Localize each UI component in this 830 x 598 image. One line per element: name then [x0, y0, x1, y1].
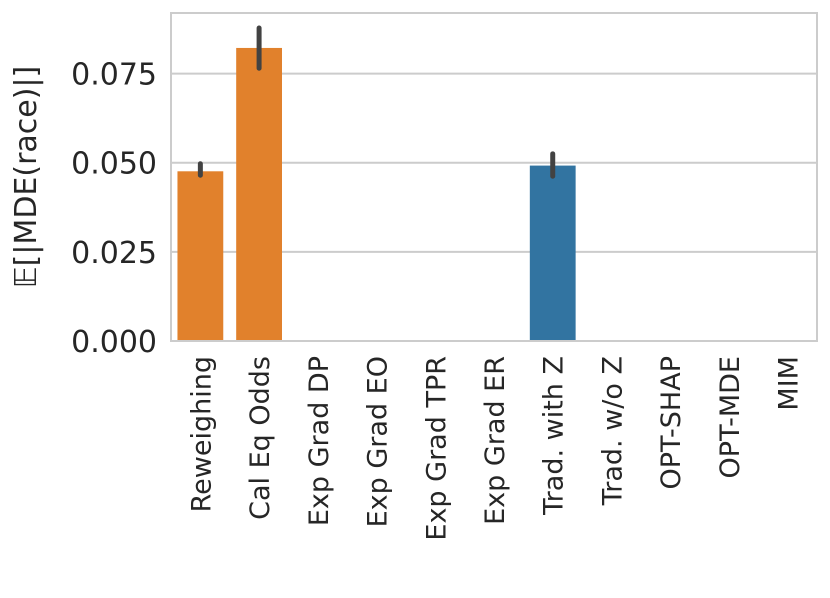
bars [177, 47, 576, 342]
y-tick-label: 0.000 [71, 325, 157, 360]
x-tick-label: Trad. with Z [539, 356, 570, 516]
x-tick-label: Exp Grad ER [480, 356, 511, 525]
y-axis-ticks: 0.000 0.025 0.050 0.075 [71, 58, 157, 360]
bar [529, 165, 576, 341]
x-tick-label: Cal Eq Odds [245, 356, 276, 520]
y-axis-label: 𝔼[|MDE(race)|] [9, 66, 44, 289]
error-bars [197, 25, 790, 342]
bar [177, 171, 224, 341]
y-tick-label: 0.075 [71, 58, 157, 93]
x-tick-label: Reweighing [186, 356, 217, 512]
plot-frame [170, 12, 818, 342]
x-tick-label: Exp Grad DP [304, 356, 335, 526]
y-tick-label: 0.025 [71, 236, 157, 271]
bar [236, 47, 282, 342]
x-tick-label: Exp Grad EO [363, 356, 394, 527]
x-tick-label: Trad. w/o Z [597, 356, 628, 506]
x-tick-label: MIM [774, 356, 805, 411]
x-tick-label: OPT-SHAP [656, 356, 687, 489]
x-tick-label: OPT-MDE [715, 356, 746, 478]
x-axis-ticks: Reweighing Cal Eq Odds Exp Grad DP Exp Grad… [186, 356, 804, 541]
x-tick-label: Exp Grad TPR [421, 356, 452, 541]
y-tick-label: 0.050 [71, 147, 157, 182]
